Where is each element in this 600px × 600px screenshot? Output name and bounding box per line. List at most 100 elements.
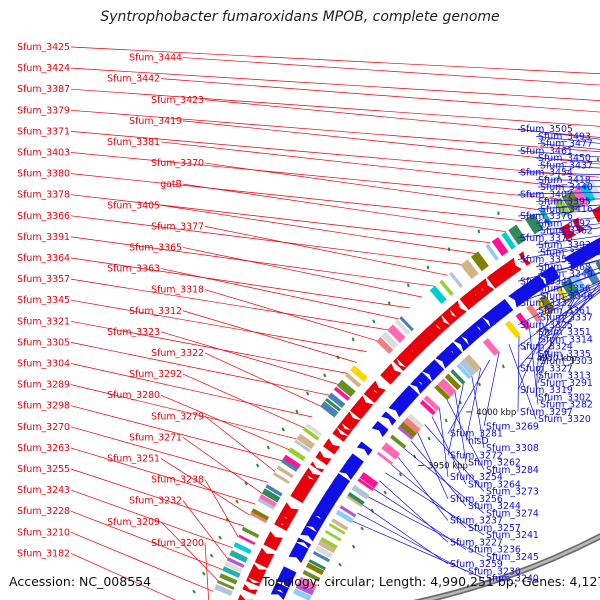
right-leader [517, 191, 600, 195]
reverse-gene [288, 548, 306, 564]
forward-gene [461, 293, 476, 309]
left-leader [160, 521, 219, 581]
forward-gene [340, 411, 361, 432]
left-gene-label: Sfum_3255 [17, 464, 70, 475]
cog-block-forward [257, 497, 275, 510]
right-leader [535, 295, 577, 376]
left-gene-label: Sfum_3345 [17, 295, 70, 306]
right-gene-label: Sfum_3393 [538, 240, 591, 251]
right-leader [517, 227, 600, 239]
reverse-gene [300, 525, 318, 542]
cog-block-reverse [357, 478, 374, 492]
right-gene-label: Sfum_3257 [468, 523, 521, 534]
forward-gene [393, 357, 407, 372]
left-gene-label: Sfum_3365 [129, 242, 182, 253]
cog-block-forward [214, 584, 233, 596]
cog-block-reverse [320, 537, 338, 550]
right-gene-label: Sfum_3245 [486, 552, 539, 563]
reverse-gene [296, 537, 312, 549]
right-leader [465, 368, 481, 441]
right-gene-label: Sfum_3440 [540, 182, 593, 193]
forward-gene [310, 461, 325, 473]
right-gene-label: Sfum_3437 [540, 160, 593, 171]
cog-block-forward [265, 484, 283, 497]
left-gene-label: Sfum_3270 [17, 422, 70, 433]
left-gene-label: Sfum_3304 [17, 359, 70, 370]
left-gene-label: Sfum_3271 [129, 432, 182, 443]
left-gene-label: Sfum_3209 [107, 517, 160, 528]
gc-dot [266, 445, 270, 450]
right-gene-label: Sfum_3373 [520, 233, 573, 244]
right-gene-label: Sfum_3314 [540, 334, 593, 345]
reverse-gene [381, 411, 397, 426]
left-leader [204, 479, 239, 538]
left-gene-label: Sfum_3322 [151, 348, 204, 359]
tick-label: 4050 kbp [537, 354, 577, 364]
left-leader [70, 363, 313, 418]
forward-gene [337, 422, 353, 436]
right-gene-label: Sfum_3493 [538, 131, 591, 142]
right-gene-label: Sfum_3302 [538, 392, 591, 403]
cog-block-forward [350, 365, 368, 382]
left-gene-label: Sfum_3366 [17, 211, 70, 222]
cog-block-reverse [561, 278, 580, 299]
right-leader [362, 504, 449, 565]
left-leader [70, 67, 600, 101]
right-gene-label: Sfum_3281 [450, 429, 503, 440]
right-leader [454, 392, 467, 463]
forward-gene [364, 384, 383, 402]
right-gene-label: Sfum_3332 [520, 298, 573, 309]
gc-dot [351, 544, 356, 549]
left-leader [70, 236, 435, 287]
cog-block-forward [485, 243, 499, 261]
left-leader [70, 342, 330, 396]
gc-dot [501, 364, 505, 369]
cog-block-forward [508, 224, 527, 246]
gc-dot [306, 391, 310, 396]
right-gene-label: Sfum_3274 [486, 508, 539, 519]
right-leader [439, 408, 449, 478]
forward-gene [413, 333, 431, 351]
right-leader [517, 150, 600, 158]
reverse-gene [339, 468, 354, 481]
gc-dot [383, 490, 387, 495]
gene-labels: Sfum_3425 Sfum_3444 Sfum_3424 Sfum_3442 Sfum… [17, 42, 593, 585]
right-gene-label: Sfum_3368 [538, 262, 591, 273]
left-leader [70, 510, 223, 570]
forward-gene [276, 512, 294, 528]
forward-gene [246, 577, 261, 587]
cog-block-reverse [437, 378, 457, 397]
left-leader [204, 415, 276, 472]
right-gene-label: Sfum_3359 [520, 255, 573, 266]
left-gene-label: Sfum_3243 [17, 485, 70, 496]
forward-gene [399, 344, 420, 364]
gc-dot [244, 481, 248, 486]
right-leader [391, 464, 467, 529]
left-gene-label: Sfum_3405 [107, 200, 160, 211]
cog-block-forward [571, 187, 589, 208]
cog-block-reverse [402, 417, 421, 435]
left-leader [70, 194, 491, 243]
left-leader [182, 310, 357, 363]
cog-block-forward [579, 183, 596, 204]
map-title: Syntrophobacter fumaroxidans MPOB, compl… [100, 9, 499, 25]
left-gene-label: Sfum_3312 [129, 306, 182, 317]
right-gene-label: Sfum_3241 [486, 530, 539, 541]
forward-gene [291, 491, 306, 503]
left-gene-label: Sfum_3391 [17, 232, 70, 243]
right-gene-label: Sfum_3362 [540, 226, 593, 237]
cog-block-reverse [434, 384, 451, 401]
left-gene-label: Sfum_3298 [17, 401, 70, 412]
cog-block-forward [302, 427, 320, 441]
cog-block-reverse [526, 304, 542, 323]
gc-dot [370, 508, 375, 513]
cog-block-forward [470, 251, 489, 272]
left-leader [160, 331, 339, 385]
cog-block-forward [219, 573, 238, 585]
left-leader [182, 500, 228, 559]
forward-gene [323, 438, 341, 455]
cog-block-reverse [314, 545, 334, 559]
forward-gene [349, 406, 365, 420]
gc-dot [218, 535, 222, 540]
left-leader [70, 426, 269, 483]
